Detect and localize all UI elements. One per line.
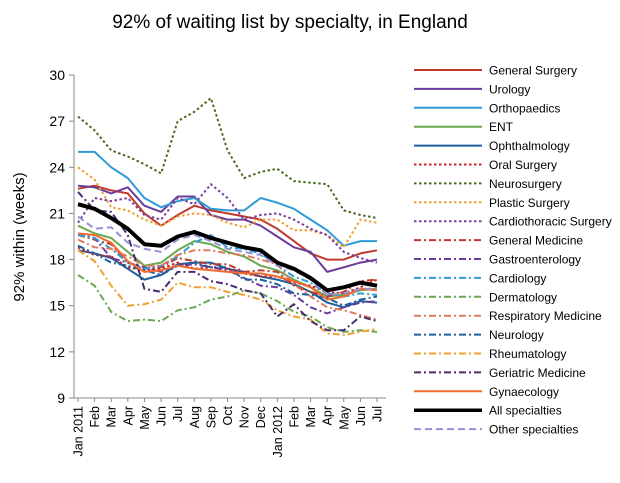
x-tick-label: Jan 2012 (271, 406, 285, 457)
x-tick-label: Feb (287, 406, 301, 428)
y-tick-label: 27 (49, 113, 65, 129)
legend-label: Rheumatology (489, 347, 566, 361)
legend-label: Ophthalmology (489, 139, 570, 153)
series-line-cardiothoracic-surgery (77, 183, 378, 264)
x-tick-label: Apr (321, 406, 335, 425)
legend-label: Plastic Surgery (489, 196, 570, 210)
legend-label: Cardiothoracic Surgery (489, 215, 612, 229)
legend-label: Gynaecology (489, 385, 559, 399)
y-tick-label: 18 (49, 252, 65, 268)
series-line-gastroenterology (77, 232, 378, 315)
legend-label: Dermatology (489, 290, 557, 304)
series-line-geriatric-medicine (77, 191, 378, 332)
x-tick-label: Jul (371, 406, 385, 422)
x-tick-label: Jun (155, 406, 169, 426)
series-line-other-specialties (77, 215, 377, 296)
legend-label: General Surgery (489, 64, 577, 78)
x-tick-label: Sep (204, 406, 218, 428)
x-tick-label: Feb (88, 406, 102, 428)
x-tick-label: Mar (105, 406, 119, 428)
legend-label: Geriatric Medicine (489, 366, 586, 380)
y-tick-label: 21 (49, 205, 65, 221)
series-line-urology (77, 184, 378, 273)
series-line-orthopaedics (78, 150, 377, 247)
chart-title: 92% of waiting list by specialty, in Eng… (112, 12, 468, 33)
x-tick-label: Apr (121, 406, 135, 425)
x-tick-label: Jul (171, 406, 185, 422)
y-tick-label: 9 (57, 390, 65, 406)
plot-area (73, 75, 386, 399)
y-tick-label: 24 (49, 159, 65, 175)
series-line-gynaecology (77, 232, 378, 301)
y-tick-label: 15 (49, 298, 65, 314)
legend-label: Neurology (489, 328, 544, 342)
series-line-general-medicine (77, 234, 378, 298)
series-lines (77, 97, 378, 336)
x-axis: Jan 2011 Feb Mar Apr May Jun Jul Aug Sep Oct Nov De… (72, 398, 385, 457)
legend-label: ENT (489, 120, 514, 134)
x-tick-label: Jan 2011 (72, 406, 86, 457)
legend-label: Gastroenterology (489, 253, 581, 267)
x-tick-label: Jun (354, 406, 368, 426)
x-tick-label: Aug (188, 406, 202, 428)
x-tick-label: Dec (254, 406, 268, 428)
legend-label: Urology (489, 82, 530, 96)
y-axis-label: 92% within (weeks) (11, 172, 28, 301)
legend-label: Other specialties (489, 423, 578, 437)
y-tick-label: 12 (49, 344, 65, 360)
legend-label: Cardiology (489, 271, 546, 285)
legend-label: Orthopaedics (489, 101, 560, 115)
series-line-all-specialties (77, 202, 378, 293)
series-line-neurology (77, 244, 378, 307)
legend-label: Neurosurgery (489, 177, 562, 191)
x-tick-label: Mar (304, 406, 318, 428)
y-axis: 9 12 15 18 21 24 27 30 (49, 67, 74, 406)
legend-label: Respiratory Medicine (489, 309, 602, 323)
series-line-dermatology (77, 274, 378, 333)
legend-label: General Medicine (489, 234, 583, 248)
series-line-plastic-surgery (77, 166, 378, 249)
x-tick-label: Oct (221, 405, 235, 425)
legend: General Surgery Urology Orthopaedics ENT Oph… (414, 64, 612, 437)
series-line-neurosurgery (77, 97, 378, 219)
y-tick-label: 30 (49, 67, 65, 83)
legend-label: All specialties (489, 404, 562, 418)
legend-label: Oral Surgery (489, 158, 557, 172)
series-line-rheumatology (77, 249, 378, 336)
x-tick-label: May (138, 405, 152, 429)
x-tick-label: Nov (238, 405, 252, 428)
x-tick-label: May (337, 405, 351, 429)
series-line-general-surgery (77, 184, 378, 261)
